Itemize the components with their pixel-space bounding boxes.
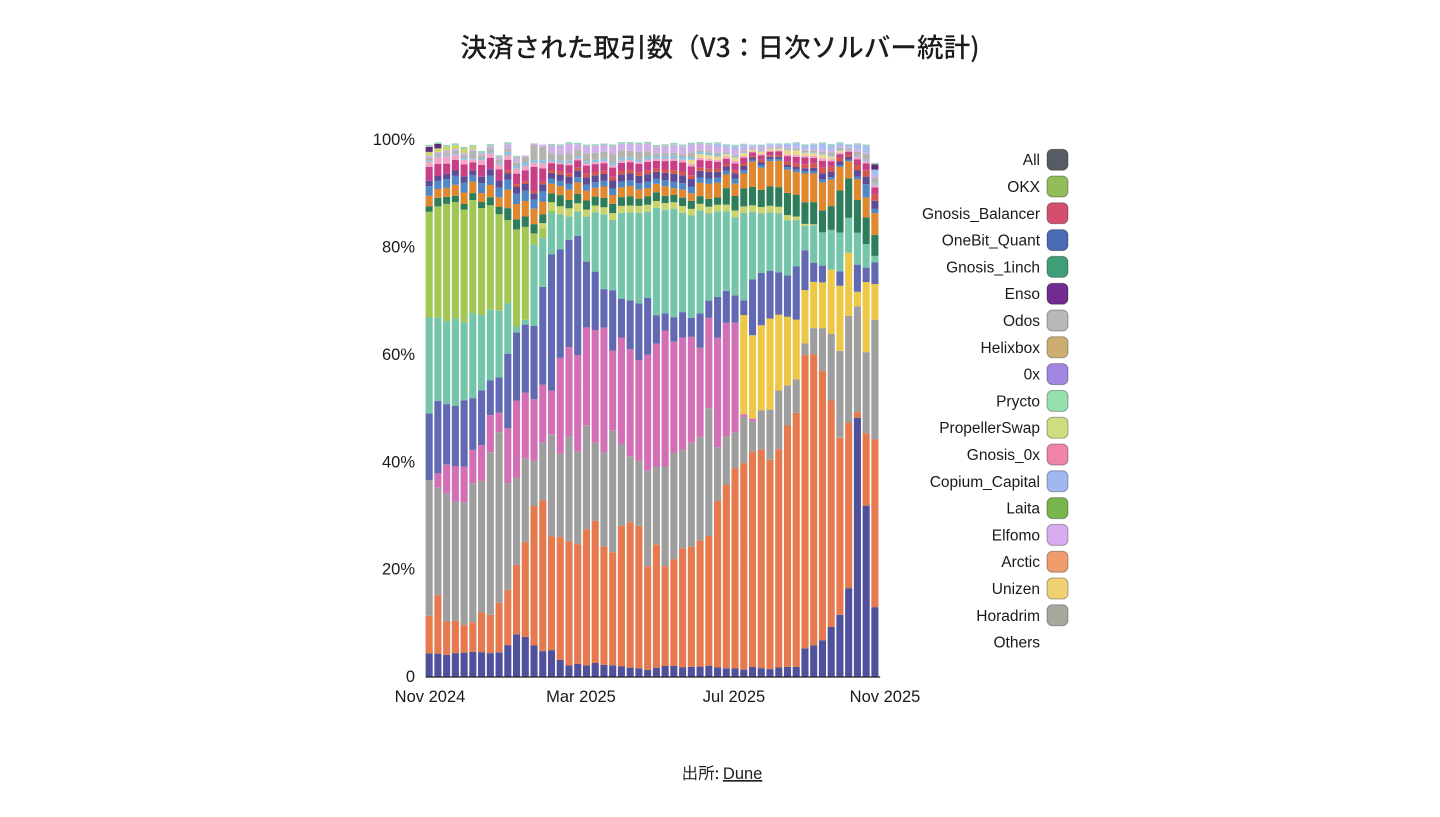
svg-text:OKX: OKX [1007, 179, 1040, 196]
svg-text:Arctic: Arctic [1001, 554, 1040, 571]
svg-text:Mar 2025: Mar 2025 [546, 688, 616, 706]
svg-text:Gnosis_Balancer: Gnosis_Balancer [922, 206, 1040, 223]
svg-text:Helixbox: Helixbox [981, 340, 1041, 357]
svg-text:60%: 60% [382, 346, 415, 364]
svg-text:Elfomo: Elfomo [992, 527, 1040, 544]
svg-text:80%: 80% [382, 239, 415, 257]
svg-text:Dune: Dune [723, 765, 762, 783]
svg-text:Jul 2025: Jul 2025 [703, 688, 765, 706]
svg-text:20%: 20% [382, 561, 415, 579]
svg-text:Prycto: Prycto [996, 393, 1040, 410]
svg-text:Unizen: Unizen [992, 581, 1040, 598]
svg-text:40%: 40% [382, 453, 415, 471]
svg-text:Gnosis_1inch: Gnosis_1inch [946, 259, 1040, 276]
svg-text:Nov 2024: Nov 2024 [395, 688, 466, 706]
svg-text:All: All [1023, 152, 1040, 169]
svg-text:OneBit_Quant: OneBit_Quant [942, 233, 1041, 250]
svg-text:Odos: Odos [1003, 313, 1040, 330]
svg-text:100%: 100% [373, 131, 416, 149]
svg-text:Laita: Laita [1006, 501, 1040, 518]
svg-text:0x: 0x [1024, 367, 1041, 384]
svg-text:Gnosis_0x: Gnosis_0x [967, 447, 1040, 464]
svg-text:Nov 2025: Nov 2025 [850, 688, 921, 706]
svg-text:Copium_Capital: Copium_Capital [930, 474, 1040, 491]
svg-text:PropellerSwap: PropellerSwap [939, 420, 1040, 437]
svg-text:Horadrim: Horadrim [976, 608, 1040, 625]
svg-text:Others: Others [993, 635, 1040, 652]
svg-text:Enso: Enso [1005, 286, 1040, 303]
svg-text:0: 0 [406, 668, 415, 686]
